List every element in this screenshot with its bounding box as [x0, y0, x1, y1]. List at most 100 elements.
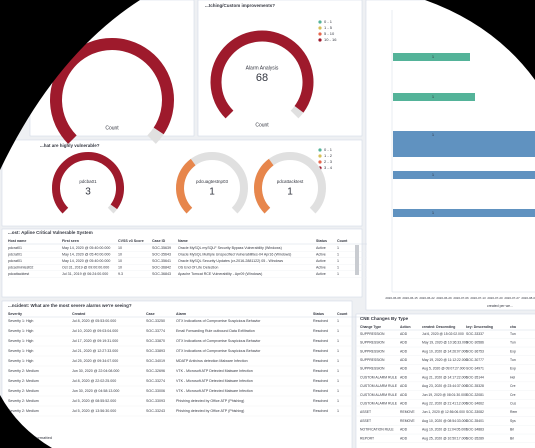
cell: CUSTOM ALARM RULE [360, 384, 398, 388]
cell: SOC-33243 [146, 409, 165, 413]
cell: Jul 6, 2020 @ 15:02:02.000 [422, 332, 464, 336]
gauge-label: Count [255, 122, 269, 128]
cell: Severity 2: Medium [8, 379, 39, 383]
cell: SOC-35401 [466, 419, 484, 423]
cell: Oracle MySQL Multiple Unspecified Vulner… [178, 252, 291, 256]
bar-label: 1 [432, 172, 435, 177]
cell: ADD [400, 384, 408, 388]
cell: SOC-33082 [466, 410, 484, 414]
cell: SUPPRESSION [360, 341, 385, 345]
cell: Severity 2: Medium [8, 389, 39, 393]
cell: OTX Indications of Compromise Suspicious… [176, 319, 261, 323]
cell: Resolved [313, 329, 328, 333]
cell: Resolved [313, 379, 328, 383]
cell: SOC-33250 [146, 319, 165, 323]
cell: 1 [337, 329, 339, 333]
panel [1, 228, 363, 298]
column-header: Host name [8, 239, 26, 243]
cell: Jul 17, 2020 @ 09:19:31.000 [72, 339, 118, 343]
cell: Tun [510, 358, 516, 362]
panel-title: CNE Changes By Type [360, 316, 409, 321]
gauge-name: Alarm Analysis [246, 65, 279, 71]
cell: Sys [510, 419, 516, 423]
cell: pdcrat01 [8, 252, 22, 256]
cell: Aug 10, 2020 @ 14:26:07.000 [422, 349, 467, 353]
x-tick-label: 2020-06-29 [436, 296, 452, 300]
legend-dot [318, 26, 322, 30]
cell: Jun 30, 2020 @ 22:04:08.000 [72, 369, 119, 373]
scrollbar [355, 245, 359, 275]
cell: Severity 1: High [8, 329, 33, 333]
cell: ADD [400, 341, 408, 345]
cell: May 14, 2020 @ 05:40:00.000 [62, 252, 110, 256]
cell: Jul 10, 2020 @ 09:03:04.000 [72, 329, 118, 333]
axis-label: created per we... [487, 304, 513, 308]
cell: Jul 8, 2020 @ 05:53:00.000 [72, 319, 116, 323]
mask [425, 0, 535, 80]
column-header: Case ID [152, 239, 166, 243]
gauge-arc [50, 38, 174, 144]
column-header: Case [146, 312, 155, 316]
cell: 1 [337, 252, 339, 256]
cell: REMOVE [400, 410, 415, 414]
gauge-value: 68 [256, 72, 268, 84]
cell: ADD [400, 436, 408, 440]
cell: Cre [510, 384, 516, 388]
cell: 1 [337, 246, 339, 250]
cell: SOC-33093 [146, 399, 165, 403]
cell: Aug 22, 2020 @ 21:41:12.000 [422, 401, 467, 405]
cell: Active [316, 272, 326, 276]
cell: MDATP Antivirus detection Malware Infect… [176, 359, 248, 363]
cell: Apache Tomcat RCE Vulnerability - Apr09 … [178, 272, 262, 276]
mask [0, 395, 52, 448]
panel-title: ...hat are highly vulnerable? [40, 143, 100, 148]
cell: SOC-33337 [466, 332, 484, 336]
cell: Jul 8, 2020 @ 22:02:25.000 [72, 379, 116, 383]
cell: pdcrat01 [8, 259, 22, 263]
cell: May 19, 2020 @ 10:36:33.000 [422, 341, 468, 345]
cell: Severity 1: High [8, 359, 33, 363]
column-header: First seen [62, 239, 79, 243]
cell: Jul 21, 2020 @ 12:27:33.000 [72, 349, 118, 353]
gauge-label: Count [105, 125, 119, 131]
gauge-arc [210, 30, 314, 119]
cell: OS End Of Life Detection [178, 265, 218, 269]
panel-title: ...ost: Apline Critical Vulnerable Syste… [8, 230, 93, 235]
mask [0, 0, 140, 170]
cell: Jun 1, 2020 @ 12:56:06.000 [422, 410, 465, 414]
cell: ADD [400, 428, 408, 432]
cell: SOC-32696 [146, 369, 165, 373]
cell: SOC-33870 [146, 339, 165, 343]
column-header: Created [72, 312, 85, 316]
cell: SOC-35328 [466, 384, 484, 388]
cell: VTK - Microsoft ATP Detected Malware Inf… [176, 389, 253, 393]
cell: Severity 1: High [8, 339, 33, 343]
cell: VTK - Microsoft ATP Detected Malware Inf… [176, 379, 253, 383]
legend-label: 0 - 1 [324, 19, 333, 24]
cell: Severity 2: Medium [8, 409, 39, 413]
bar-label: 1 [432, 210, 435, 215]
cell: 10 [118, 252, 122, 256]
bar [393, 131, 535, 157]
cell: Bri [510, 436, 514, 440]
gauge-name: pdcba01 [79, 179, 97, 184]
cell: OTX Indications of Compromise Suspicious… [176, 349, 261, 353]
legend-dot [318, 148, 322, 152]
cell: 1 [337, 359, 339, 363]
bar-label: 1 [432, 54, 435, 59]
cell: 1 [337, 399, 339, 403]
cell: Phishing detected by Office ATP (Phishin… [176, 399, 244, 403]
cell: SOC-34883 [466, 428, 484, 432]
cell: SOC-33774 [146, 329, 165, 333]
content: Count ...tching/Custom improvements? Alarm… [8, 3, 535, 443]
cell: SUPPRESSION [360, 349, 385, 353]
cell: OTX Indications of Compromise Suspicious… [176, 339, 261, 343]
cell: Resolved [313, 359, 328, 363]
cell: Resolved [313, 389, 328, 393]
cell: SOC-35641 [152, 259, 171, 263]
cell: Bri [510, 428, 514, 432]
panel-title: ...tching/Custom improvements? [205, 3, 275, 8]
cell: SOC-32081 [466, 393, 484, 397]
